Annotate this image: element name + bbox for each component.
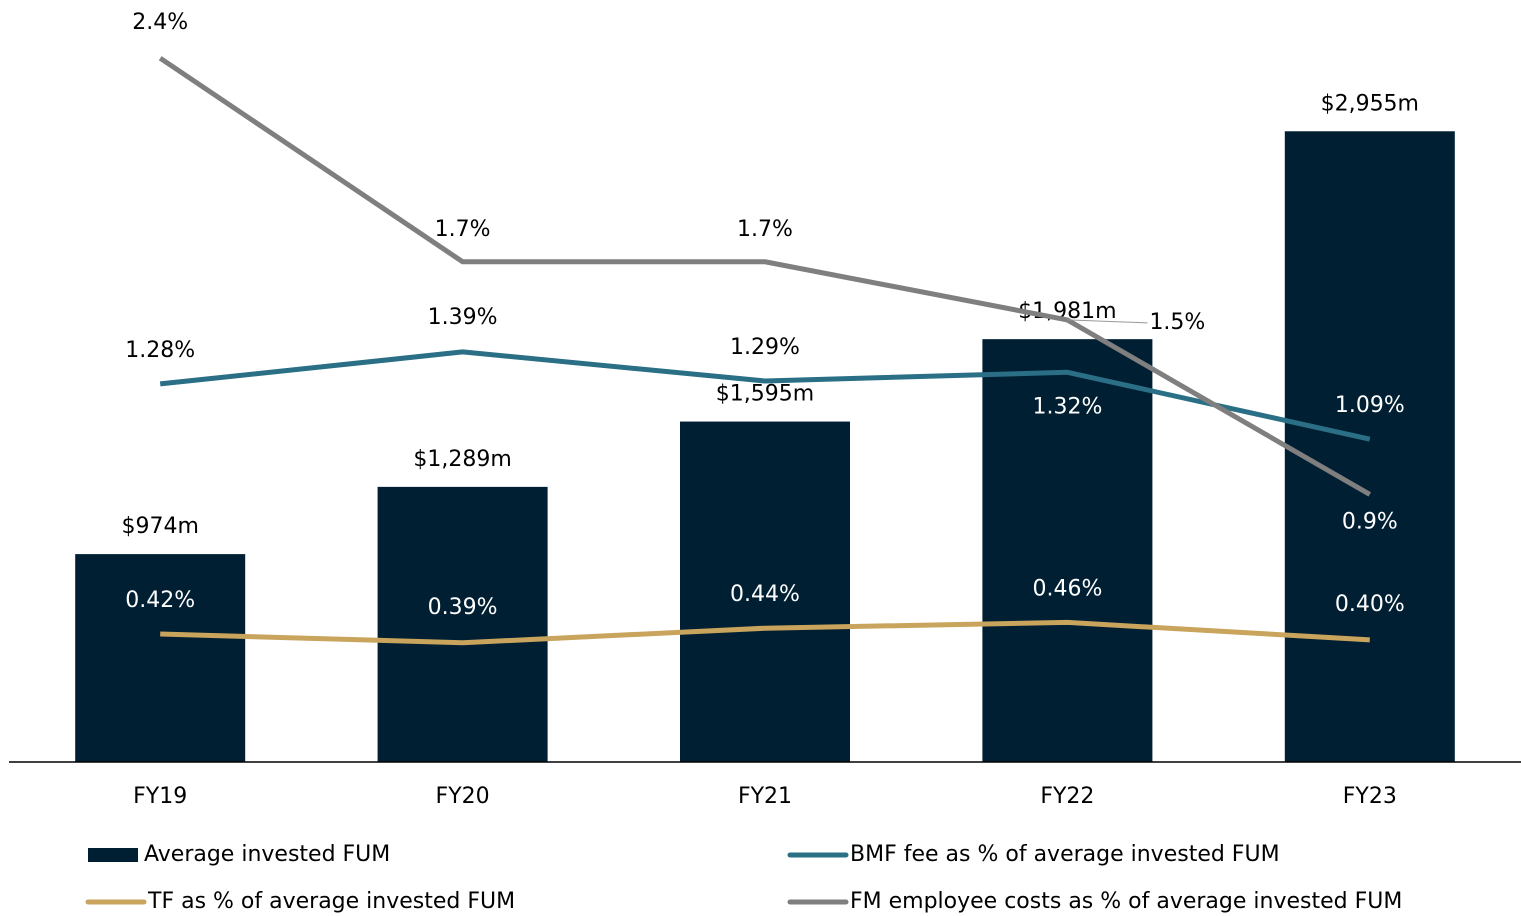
bar	[1284, 131, 1455, 762]
bar	[680, 421, 850, 762]
line-value-label: 1.39%	[428, 305, 498, 330]
line-value-label: 1.28%	[125, 338, 195, 363]
bar-value-label: $1,289m	[413, 447, 511, 472]
line-value-label: 1.09%	[1335, 393, 1405, 418]
line-value-label: 0.39%	[428, 595, 498, 620]
leader-line	[1067, 319, 1148, 324]
line-value-label: 1.7%	[435, 217, 491, 242]
legend-swatch	[88, 848, 138, 862]
x-tick-label: FY20	[436, 784, 490, 809]
x-tick-label: FY21	[738, 784, 792, 809]
line-value-label: 2.4%	[132, 10, 188, 35]
legend-label: TF as % of average invested FUM	[147, 889, 515, 914]
line-value-label: 1.32%	[1032, 394, 1102, 419]
line-value-label: 0.44%	[730, 582, 800, 607]
line-value-label: 0.46%	[1032, 576, 1102, 601]
line-series	[160, 619, 1370, 646]
line-value-label: 1.29%	[730, 335, 800, 360]
line-value-label: 1.7%	[737, 217, 793, 242]
x-tick-label: FY23	[1343, 784, 1397, 809]
x-tick-label: FY19	[133, 784, 187, 809]
legend-label: FM employee costs as % of average invest…	[850, 889, 1402, 914]
bar-value-label: $1,595m	[716, 382, 814, 407]
bar	[377, 486, 548, 762]
line-value-label: 0.40%	[1335, 592, 1405, 617]
bar-value-label: $2,955m	[1321, 91, 1419, 116]
bar	[982, 339, 1153, 762]
legend-label: BMF fee as % of average invested FUM	[850, 842, 1280, 867]
line-value-label: 0.9%	[1342, 509, 1398, 534]
x-tick-label: FY22	[1040, 784, 1094, 809]
line-series	[158, 56, 1372, 497]
bar	[75, 554, 246, 762]
line-value-label: 1.5%	[1149, 310, 1205, 335]
line-value-label: 0.42%	[125, 588, 195, 613]
line-series	[159, 349, 1371, 442]
legend-label: Average invested FUM	[144, 842, 390, 867]
bar-value-label: $974m	[121, 514, 198, 539]
